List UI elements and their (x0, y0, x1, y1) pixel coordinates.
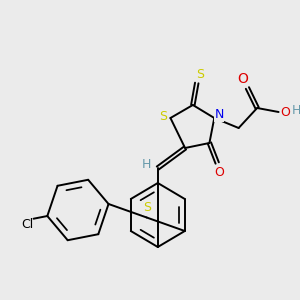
Text: S: S (159, 110, 167, 122)
Text: S: S (143, 201, 151, 214)
Text: Cl: Cl (22, 218, 34, 231)
Text: H: H (141, 158, 151, 170)
Text: S: S (196, 68, 204, 80)
Text: H: H (291, 103, 300, 116)
Text: O: O (280, 106, 290, 118)
Text: O: O (214, 167, 224, 179)
Text: O: O (237, 72, 248, 86)
Text: N: N (214, 109, 224, 122)
